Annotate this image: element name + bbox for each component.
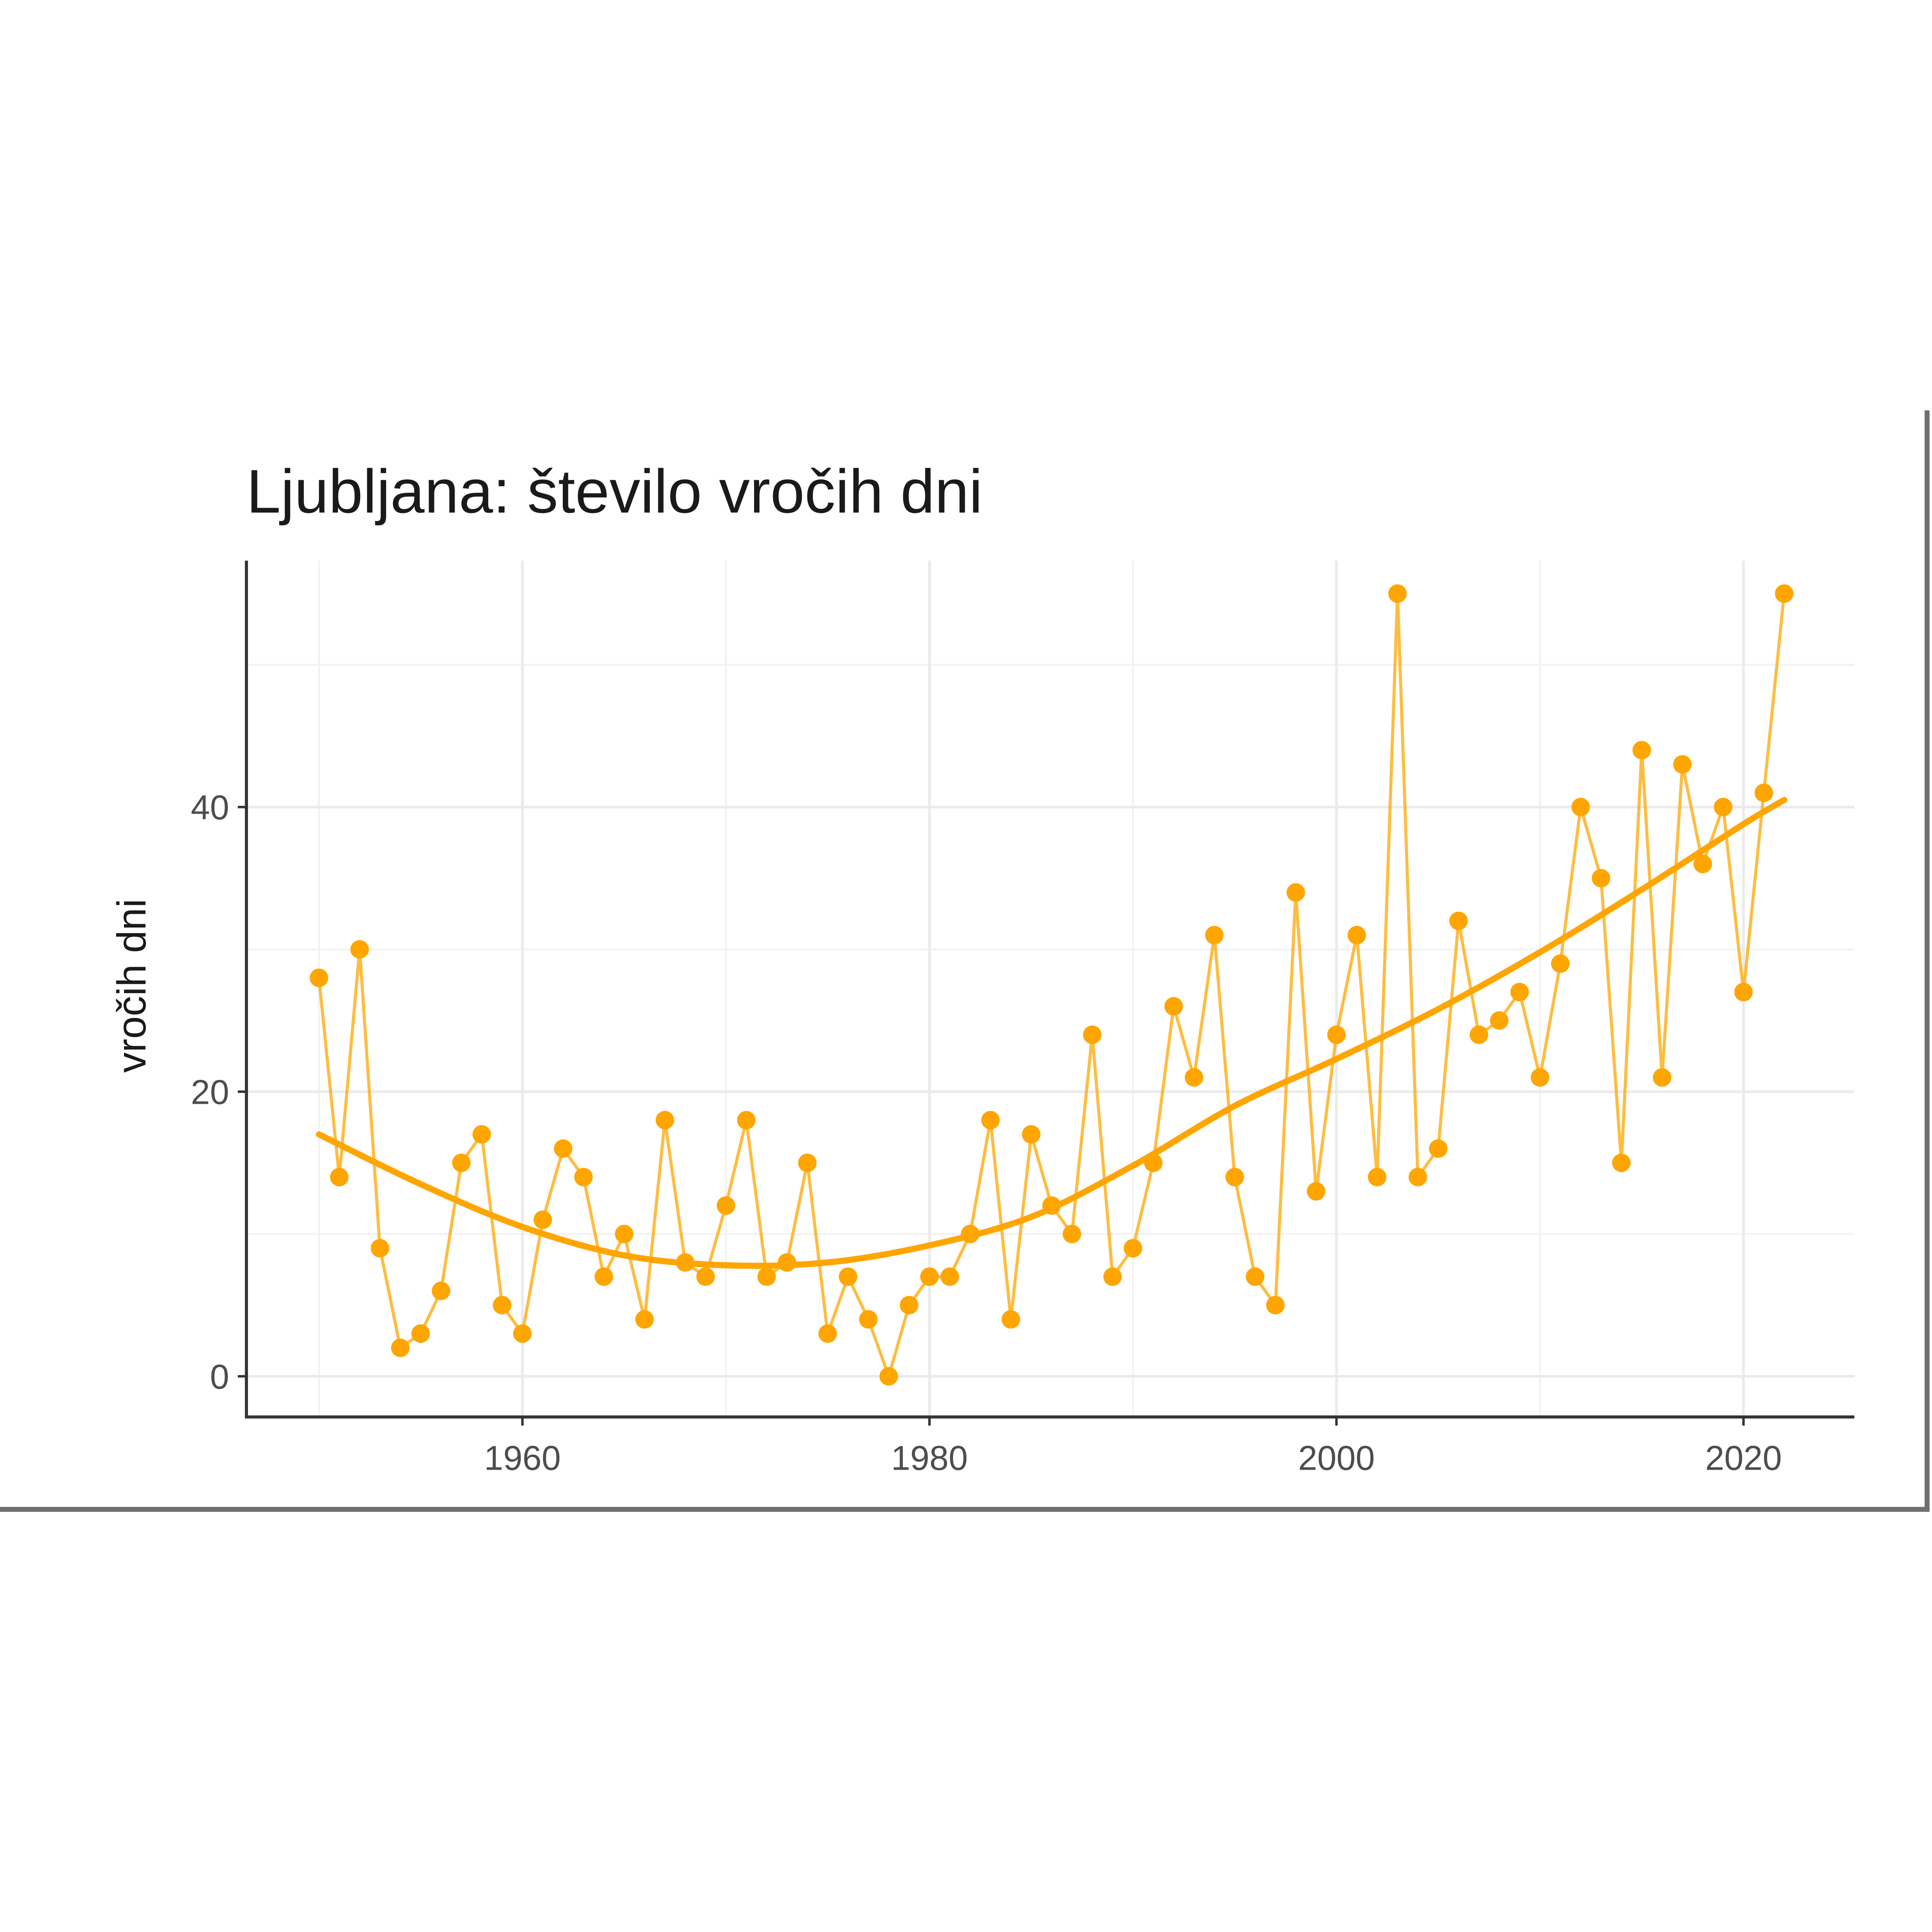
data-point	[1510, 983, 1529, 1002]
data-point	[1673, 755, 1692, 774]
data-point	[411, 1324, 430, 1343]
data-point	[1734, 983, 1753, 1002]
data-point	[1144, 1153, 1163, 1172]
data-point	[1449, 911, 1468, 930]
data-point	[1225, 1168, 1244, 1186]
data-point	[513, 1324, 532, 1343]
data-point	[330, 1168, 349, 1186]
data-point	[1693, 855, 1712, 874]
y-tick-label: 40	[191, 789, 229, 827]
data-point	[350, 940, 369, 959]
x-tick-label: 1980	[891, 1439, 968, 1478]
data-point	[574, 1168, 593, 1186]
data-point	[1001, 1310, 1020, 1329]
data-point	[615, 1225, 634, 1244]
data-point	[554, 1139, 573, 1158]
data-point	[1205, 926, 1224, 945]
data-point	[1307, 1182, 1325, 1201]
x-tick-label: 2000	[1298, 1439, 1375, 1478]
data-point	[1327, 1025, 1346, 1044]
data-point	[1408, 1168, 1427, 1186]
data-point	[778, 1253, 797, 1272]
data-point	[900, 1296, 919, 1314]
data-point	[1266, 1296, 1285, 1314]
data-point	[1246, 1267, 1265, 1286]
data-point	[981, 1111, 1000, 1130]
data-point	[1184, 1068, 1203, 1087]
data-point	[940, 1267, 959, 1286]
data-point	[818, 1324, 837, 1343]
x-tick-label: 2020	[1705, 1439, 1782, 1478]
y-tick-label: 20	[191, 1073, 229, 1112]
data-point	[1592, 869, 1610, 888]
axes	[237, 560, 1855, 1426]
tick-labels: 0 20 40 1960 1980 2000 2020	[191, 789, 1782, 1478]
data-point	[1022, 1125, 1041, 1144]
data-point	[1490, 1011, 1509, 1030]
chart-title: Ljubljana: število vročih dni	[246, 457, 983, 526]
data-point	[920, 1267, 939, 1286]
data-point	[594, 1267, 613, 1286]
data-point	[1062, 1225, 1081, 1244]
data-point	[1530, 1068, 1549, 1087]
data-point	[1470, 1025, 1488, 1044]
data-point	[1429, 1139, 1448, 1158]
data-point	[452, 1153, 471, 1172]
y-tick-label: 0	[210, 1358, 229, 1396]
data-point	[1571, 797, 1590, 816]
data-point	[798, 1153, 817, 1172]
data-point	[310, 968, 328, 987]
data-point	[1124, 1239, 1142, 1258]
data-point	[1775, 584, 1794, 603]
data-point	[1755, 783, 1773, 802]
data-point	[1042, 1196, 1061, 1215]
data-point	[1347, 926, 1366, 945]
data-point	[635, 1310, 654, 1329]
data-point	[472, 1125, 491, 1144]
x-tick-label: 1960	[484, 1439, 561, 1478]
data-point	[859, 1310, 878, 1329]
data-point	[493, 1296, 511, 1314]
data-point	[432, 1282, 451, 1300]
data-point	[737, 1111, 756, 1130]
data-point	[879, 1367, 898, 1386]
data-point	[1632, 741, 1651, 760]
data-point	[676, 1253, 695, 1272]
data-point	[757, 1267, 776, 1286]
data-point	[1083, 1025, 1102, 1044]
data-point	[1653, 1068, 1671, 1087]
data-series	[310, 584, 1794, 1386]
data-point	[1388, 584, 1407, 603]
data-point	[839, 1267, 857, 1286]
data-point	[716, 1196, 735, 1215]
data-point	[1612, 1153, 1631, 1172]
trend-line	[316, 797, 1787, 1269]
data-point	[1368, 1168, 1387, 1186]
data-point	[656, 1111, 674, 1130]
data-point	[961, 1225, 980, 1244]
data-point	[1287, 883, 1305, 902]
data-point	[370, 1239, 389, 1258]
data-point	[1103, 1267, 1122, 1286]
y-axis-label: vročih dni	[109, 899, 154, 1073]
data-point	[696, 1267, 715, 1286]
data-point	[1714, 797, 1733, 816]
data-point	[1551, 954, 1570, 973]
data-point	[1164, 997, 1183, 1016]
data-point	[391, 1338, 410, 1357]
data-point	[533, 1210, 552, 1229]
